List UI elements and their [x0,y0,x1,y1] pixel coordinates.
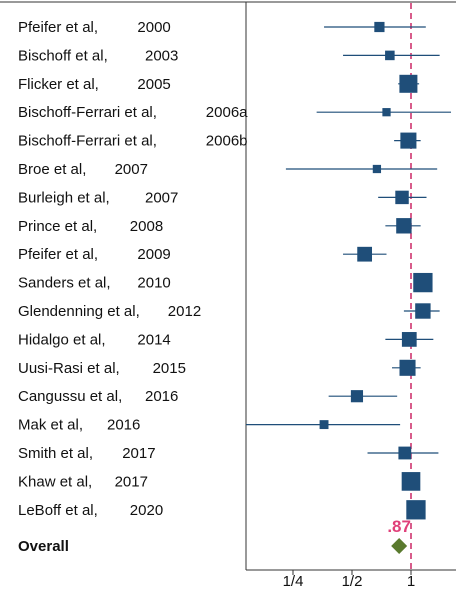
study-author-label: Bischoff-Ferrari et al, [18,104,157,121]
study-year-label: 2020 [130,502,163,519]
x-tick-label: 1/4 [283,573,304,589]
study-point-estimate [319,420,329,430]
study-point-estimate [374,21,385,33]
study-point-estimate [396,218,412,234]
study-year-label: 2016 [145,388,178,405]
study-point-estimate [413,272,433,293]
overall-estimate-label: .87 [387,517,411,536]
study-point-estimate [398,446,412,460]
study-point-estimate [385,50,395,61]
study-year-label: 2003 [145,47,178,64]
study-year-label: 2017 [122,445,155,462]
study-author-label: Glendenning et al, [18,303,140,320]
x-tick-label: 1/2 [342,573,363,589]
overall-label: Overall [18,538,69,555]
study-point-estimate [399,359,416,376]
study-year-label: 2017 [115,473,148,490]
study-year-label: 2010 [137,275,170,292]
study-author-label: Broe et al, [18,161,86,178]
study-year-label: 2005 [137,76,170,93]
study-author-label: Flicker et al, [18,76,99,93]
study-year-label: 2006b [206,133,248,150]
study-year-label: 2006a [206,104,248,121]
study-year-label: 2007 [145,189,178,206]
study-labels: Pfeifer et al, 2000 Bischoff et al, 2003 Fli… [18,19,248,519]
study-author-label: Cangussu et al, [18,388,122,405]
study-year-label: 2007 [115,161,148,178]
study-author-label: Pfeifer et al, [18,246,98,263]
study-author-label: Uusi-Rasi et al, [18,360,120,377]
study-point-estimate [401,332,417,347]
study-author-label: LeBoff et al, [18,502,98,519]
study-author-label: Mak et al, [18,417,83,434]
study-year-label: 2016 [107,417,140,434]
study-point-estimate [406,500,426,520]
study-year-label: 2014 [137,331,170,348]
study-author-label: Burleigh et al, [18,189,110,206]
study-author-label: Khaw et al, [18,473,92,490]
study-point-estimate [400,132,417,149]
study-point-estimate [399,74,418,93]
study-year-label: 2009 [137,246,170,263]
study-point-estimate [395,190,409,205]
study-author-label: Bischoff et al, [18,47,108,64]
study-author-label: Pfeifer et al, [18,19,98,36]
study-point-estimate [350,390,364,403]
study-point-estimate [372,164,382,174]
study-author-label: Bischoff-Ferrari et al, [18,133,157,150]
study-year-label: 2015 [153,360,186,377]
study-point-estimate [382,108,391,117]
study-point-estimate [415,303,431,319]
study-year-label: 2012 [168,303,201,320]
study-marks [246,21,452,520]
study-author-label: Prince et al, [18,218,97,235]
study-author-label: Sanders et al, [18,275,111,292]
study-author-label: Smith et al, [18,445,93,462]
study-year-label: 2008 [130,218,163,235]
study-point-estimate [357,246,373,262]
overall-group: Overall .87 [18,517,411,555]
x-axis-ticks: 1/4 1/2 1 [283,570,415,589]
study-point-estimate [401,472,421,491]
study-author-label: Hidalgo et al, [18,331,106,348]
study-year-label: 2000 [137,19,170,36]
x-tick-label: 1 [407,573,415,589]
overall-diamond [391,538,408,554]
